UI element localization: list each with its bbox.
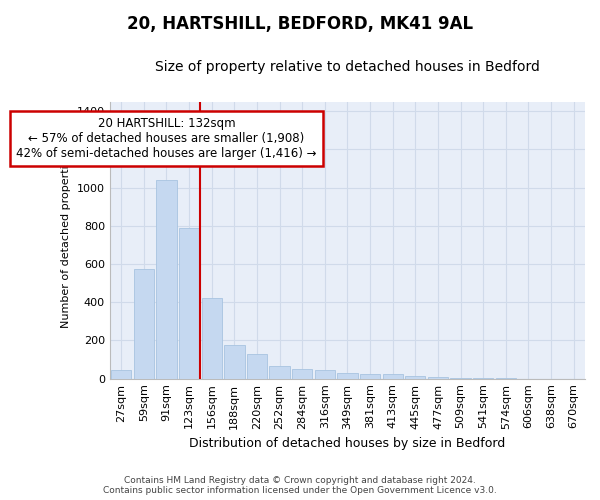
Bar <box>156 180 176 378</box>
Bar <box>111 370 131 378</box>
X-axis label: Distribution of detached houses by size in Bedford: Distribution of detached houses by size … <box>190 437 506 450</box>
Title: Size of property relative to detached houses in Bedford: Size of property relative to detached ho… <box>155 60 540 74</box>
Bar <box>134 270 154 378</box>
Bar <box>314 370 335 378</box>
Bar <box>428 376 448 378</box>
Bar <box>224 344 245 378</box>
Text: Contains HM Land Registry data © Crown copyright and database right 2024.
Contai: Contains HM Land Registry data © Crown c… <box>103 476 497 495</box>
Bar <box>247 354 267 378</box>
Bar <box>337 374 358 378</box>
Y-axis label: Number of detached properties: Number of detached properties <box>61 152 71 328</box>
Bar <box>292 369 313 378</box>
Bar <box>405 376 425 378</box>
Bar <box>179 228 199 378</box>
Text: 20 HARTSHILL: 132sqm
← 57% of detached houses are smaller (1,908)
42% of semi-de: 20 HARTSHILL: 132sqm ← 57% of detached h… <box>16 117 317 160</box>
Text: 20, HARTSHILL, BEDFORD, MK41 9AL: 20, HARTSHILL, BEDFORD, MK41 9AL <box>127 15 473 33</box>
Bar <box>383 374 403 378</box>
Bar <box>202 298 222 378</box>
Bar <box>269 366 290 378</box>
Bar <box>360 374 380 378</box>
